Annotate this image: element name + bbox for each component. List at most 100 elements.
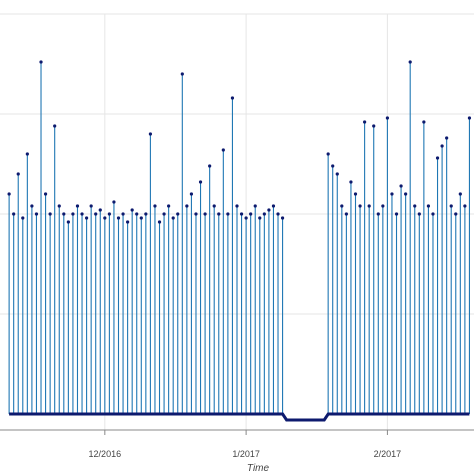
data-point: [148, 132, 153, 136]
data-point: [385, 116, 390, 120]
data-point: [39, 60, 43, 64]
data-point: [203, 212, 207, 216]
data-point: [244, 216, 248, 220]
data-point: [221, 148, 225, 152]
data-point: [454, 212, 458, 216]
data-point: [34, 212, 39, 216]
data-point: [208, 164, 212, 168]
data-point: [116, 216, 121, 220]
data-point: [7, 192, 11, 196]
data-point: [372, 124, 376, 128]
data-point: [239, 212, 244, 216]
data-point: [449, 204, 453, 208]
data-point: [57, 204, 61, 208]
data-point: [153, 204, 157, 208]
data-point: [217, 212, 221, 216]
data-point: [381, 204, 385, 208]
data-point: [408, 60, 412, 64]
data-point: [112, 200, 116, 204]
x-ticks: 12/2016 1/2017 2/2017: [89, 430, 402, 459]
data-point: [417, 212, 421, 216]
data-point: [94, 212, 98, 216]
data-point: [413, 204, 417, 208]
data-point: [426, 204, 431, 208]
data-point: [276, 212, 280, 216]
data-point: [404, 192, 408, 196]
data-point: [271, 204, 276, 208]
data-point: [12, 212, 16, 216]
data-point: [258, 216, 262, 220]
data-point: [48, 212, 52, 216]
data-point: [71, 212, 75, 216]
data-point: [75, 204, 80, 208]
data-point: [121, 212, 125, 216]
data-point: [89, 204, 93, 208]
data-point: [376, 212, 380, 216]
data-point: [30, 204, 34, 208]
data-point: [171, 216, 175, 220]
markers: [7, 60, 472, 224]
data-point: [267, 208, 271, 212]
data-point: [194, 212, 198, 216]
data-point: [249, 212, 253, 216]
data-point: [139, 216, 143, 220]
data-point: [16, 172, 20, 176]
data-point: [399, 184, 403, 188]
data-point: [43, 192, 48, 196]
data-point: [25, 152, 29, 156]
data-point: [84, 216, 89, 220]
data-point: [130, 208, 134, 212]
x-axis-title: Time: [247, 463, 270, 474]
data-point: [458, 192, 462, 196]
data-point: [331, 164, 335, 168]
data-point: [335, 172, 339, 176]
data-point: [103, 216, 107, 220]
data-point: [344, 212, 348, 216]
data-point: [431, 212, 435, 216]
data-point: [358, 204, 362, 208]
data-point: [107, 212, 111, 216]
data-point: [162, 212, 166, 216]
data-point: [66, 220, 70, 224]
data-point: [340, 204, 344, 208]
data-point: [235, 204, 239, 208]
data-point: [363, 120, 367, 124]
data-point: [80, 212, 84, 216]
x-tick-label: 1/2017: [232, 449, 260, 459]
data-point: [62, 212, 66, 216]
data-point: [390, 192, 394, 196]
data-point: [189, 192, 194, 196]
data-point: [353, 192, 358, 196]
data-point: [422, 120, 426, 124]
data-point: [326, 152, 330, 156]
x-tick-label: 12/2016: [89, 449, 122, 459]
data-point: [467, 116, 472, 120]
data-point: [394, 212, 399, 216]
data-point: [180, 72, 184, 76]
data-point: [144, 212, 148, 216]
data-point: [253, 204, 257, 208]
data-point: [98, 208, 102, 212]
data-point: [262, 212, 266, 216]
data-point: [185, 204, 189, 208]
data-point: [230, 96, 235, 100]
data-point: [21, 216, 25, 220]
data-point: [367, 204, 371, 208]
data-point: [445, 136, 449, 140]
data-point: [226, 212, 230, 216]
x-tick-label: 2/2017: [374, 449, 402, 459]
data-point: [176, 212, 180, 216]
data-point: [212, 204, 216, 208]
data-point: [157, 220, 162, 224]
data-point: [53, 124, 57, 128]
data-point: [463, 204, 467, 208]
data-point: [440, 144, 444, 148]
data-point: [167, 204, 171, 208]
baseline-trace: [9, 412, 470, 422]
spikes: [8, 62, 470, 414]
data-point: [435, 156, 440, 160]
data-point: [135, 212, 139, 216]
data-point: [280, 216, 285, 220]
data-point: [198, 180, 203, 184]
